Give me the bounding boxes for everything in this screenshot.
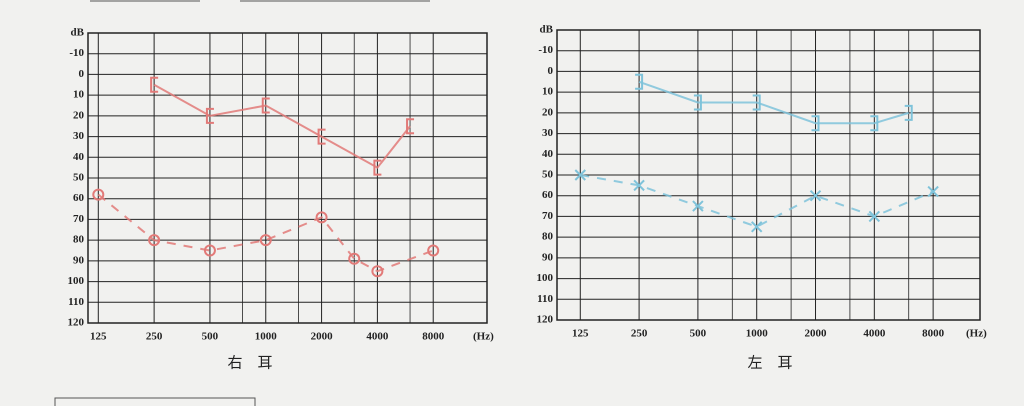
y-tick-label: 80 [73,234,85,246]
x-tick-label: 8000 [922,328,945,340]
y-tick-label: 70 [73,213,85,225]
y-tick-label: 80 [542,231,554,243]
x-tick-label: 4000 [366,331,389,343]
marker [203,244,216,257]
y-tick-label: 0 [79,68,85,80]
chart-title: 左 耳 [747,354,792,371]
x-tick-label: 250 [631,328,648,340]
marker [574,169,586,181]
marker [406,118,415,135]
marker [315,211,328,224]
y-tick-label: 120 [68,317,85,329]
y-tick-label: 50 [542,169,554,181]
marker [427,244,440,257]
marker [868,210,881,223]
x-tick-label: 500 [202,331,219,343]
y-axis-label: dB [71,27,85,39]
x-tick-label: 8000 [422,331,445,343]
marker [750,221,763,233]
y-tick-label: 30 [73,130,85,142]
marker [92,188,105,201]
chart-title: 右 耳 [227,354,272,371]
marker [904,104,913,121]
y-tick-label: 110 [68,296,84,308]
marker [317,128,326,145]
marker [811,115,820,132]
x-tick-label: 2000 [805,328,828,340]
y-tick-label: 0 [548,65,554,77]
y-tick-label: 20 [73,109,85,121]
decor-box [54,397,256,406]
marker [348,252,361,265]
marker [809,190,822,202]
x-axis-label: (Hz) [473,331,494,343]
y-tick-label: -10 [69,47,84,59]
marker [927,185,939,198]
x-tick-label: 125 [572,328,589,340]
y-tick-label: 50 [73,172,85,184]
y-tick-label: 90 [73,254,85,266]
y-tick-label: 100 [537,272,554,284]
y-tick-label: 70 [542,210,554,222]
y-tick-label: 90 [542,251,554,263]
marker [870,115,879,132]
y-tick-label: 100 [68,275,85,287]
y-tick-label: 10 [542,86,554,98]
marker [150,76,159,93]
y-tick-label: 60 [73,192,85,204]
x-tick-label: 4000 [863,328,886,340]
y-tick-label: 120 [537,314,554,326]
y-tick-label: 20 [542,106,554,118]
marker [633,179,645,192]
marker [635,73,644,90]
marker [692,200,704,212]
y-tick-label: 60 [542,189,554,201]
marker [693,94,702,111]
x-tick-label: 250 [146,331,163,343]
marker [259,234,272,247]
y-axis-label: dB [540,24,554,36]
y-tick-label: 40 [542,148,554,160]
y-tick-label: -10 [538,44,553,56]
y-tick-label: 30 [542,127,554,139]
x-tick-label: 125 [90,331,107,343]
y-tick-label: 10 [73,89,85,101]
marker [371,265,384,278]
x-tick-label: 1000 [746,328,769,340]
marker [148,234,161,247]
y-tick-label: 110 [537,293,553,305]
marker [752,94,761,111]
marker [205,107,214,124]
series-line [638,80,910,125]
x-tick-label: 500 [690,328,707,340]
x-axis-label: (Hz) [966,328,987,340]
y-tick-label: 40 [73,151,85,163]
marker [373,159,382,176]
marker [261,97,270,114]
series-line [153,83,411,169]
x-tick-label: 2000 [311,331,334,343]
x-tick-label: 1000 [255,331,278,343]
